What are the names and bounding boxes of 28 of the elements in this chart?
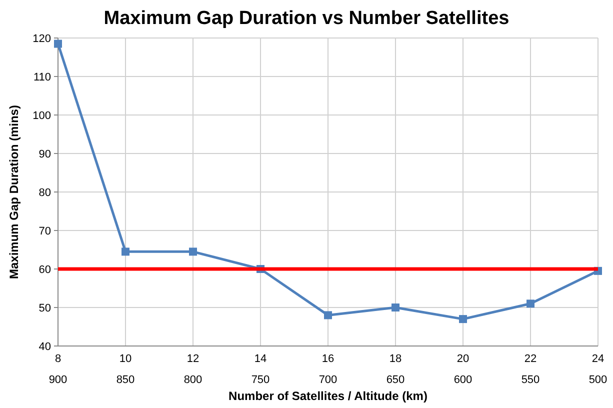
y-tick-label: 50 <box>38 302 51 314</box>
point <box>526 300 534 308</box>
x-tick-label: 18 650 <box>386 353 405 386</box>
y-tick-label: 80 <box>38 186 51 199</box>
y-tick-label: 60 <box>38 264 51 276</box>
x-tick-label: 22 550 <box>521 353 540 386</box>
point <box>459 315 467 324</box>
point <box>324 311 332 320</box>
y-tick-label: 110 <box>33 71 51 84</box>
x-tick-label: 8 900 <box>48 353 68 386</box>
y-tick-label: 100 <box>32 110 51 122</box>
x-tick-label: 10 850 <box>116 353 135 386</box>
y-tick-label: 120 <box>32 32 51 45</box>
x-tick-label: 14 750 <box>251 353 270 386</box>
y-axis-title: Maximum Gap Duration (mins) <box>7 104 21 280</box>
x-axis-title: Number of Satellites / Altitude (km) <box>228 389 428 403</box>
point <box>189 248 197 256</box>
x-tick-label: 20 600 <box>454 353 472 386</box>
point <box>54 40 62 48</box>
y-tick-label: 70 <box>38 225 51 238</box>
chart-title: Maximum Gap Duration vs Number Satellites <box>104 8 510 29</box>
x-tick-label: 24 500 <box>588 353 608 386</box>
y-tick-label: 90 <box>38 148 51 160</box>
point <box>122 248 130 256</box>
point <box>392 304 400 312</box>
y-tick-label: 40 <box>38 340 51 353</box>
x-tick-label: 12 800 <box>184 353 202 386</box>
x-tick-label: 16 700 <box>318 353 338 386</box>
